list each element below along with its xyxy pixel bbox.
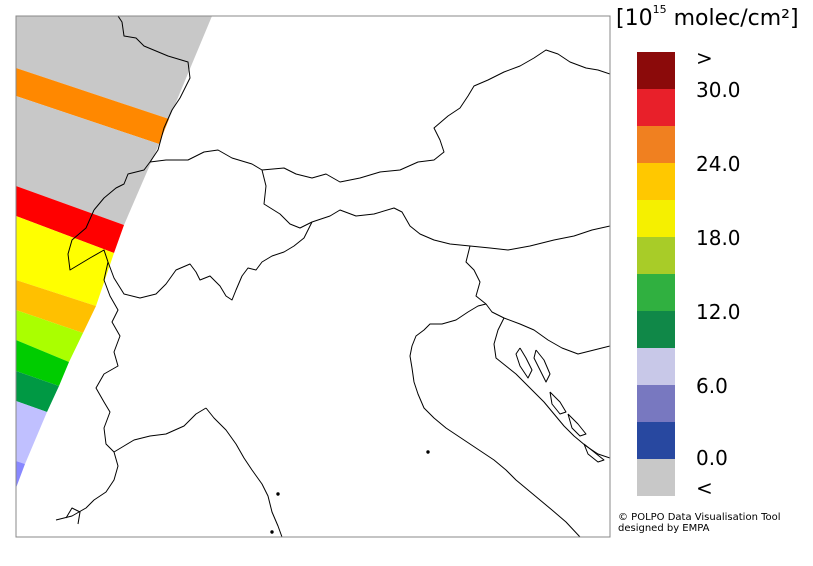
swath-band bbox=[16, 310, 83, 362]
island bbox=[549, 391, 567, 415]
island bbox=[276, 492, 280, 496]
border-line bbox=[55, 261, 121, 521]
legend-swatch bbox=[637, 385, 675, 422]
island bbox=[426, 450, 430, 454]
legend-swatch bbox=[637, 311, 675, 348]
swath-band bbox=[16, 371, 59, 412]
legend-label-12: 12.0 bbox=[696, 300, 741, 324]
island bbox=[270, 530, 274, 534]
swath-band bbox=[16, 216, 114, 306]
coastline bbox=[205, 407, 283, 537]
legend-swatch bbox=[637, 274, 675, 311]
border-line bbox=[93, 16, 191, 211]
island bbox=[515, 347, 533, 379]
island bbox=[533, 349, 551, 383]
swath-band bbox=[16, 280, 96, 333]
legend-title: [1015 molec/cm²] bbox=[616, 3, 799, 31]
swath-band bbox=[16, 461, 25, 488]
swath-band bbox=[16, 68, 169, 144]
legend-label-below: < bbox=[696, 476, 713, 500]
country-borders bbox=[55, 16, 610, 537]
island bbox=[65, 507, 81, 525]
legend-swatch bbox=[637, 89, 675, 126]
swath-band bbox=[16, 96, 159, 225]
swath-band bbox=[16, 16, 212, 119]
swath-band bbox=[16, 340, 69, 386]
credit-line-1: © POLPO Data Visualisation Tool bbox=[618, 512, 781, 523]
legend-label-above: > bbox=[696, 46, 713, 70]
legend-label-30: 30.0 bbox=[696, 78, 741, 102]
legend-swatch bbox=[637, 200, 675, 237]
legend-swatch bbox=[637, 163, 675, 200]
satellite-swath bbox=[16, 16, 212, 488]
coastline bbox=[409, 303, 581, 537]
legend-swatch bbox=[637, 422, 675, 459]
border-line bbox=[261, 169, 610, 251]
legend-swatch bbox=[637, 52, 675, 89]
map-border bbox=[15, 15, 611, 538]
legend-label-0: 0.0 bbox=[696, 446, 728, 470]
border-line bbox=[149, 49, 610, 183]
island bbox=[583, 443, 605, 463]
swath-band bbox=[16, 186, 124, 253]
legend-label-24: 24.0 bbox=[696, 152, 741, 176]
legend-label-6: 6.0 bbox=[696, 374, 728, 398]
island bbox=[567, 413, 587, 437]
legend-swatch bbox=[637, 126, 675, 163]
legend-swatch bbox=[637, 348, 675, 385]
coastline bbox=[113, 407, 207, 453]
legend-colorbar bbox=[637, 52, 675, 496]
coastline bbox=[493, 317, 610, 459]
legend-swatch bbox=[637, 459, 675, 496]
border-line bbox=[67, 209, 313, 301]
legend-label-18: 18.0 bbox=[696, 226, 741, 250]
swath-band bbox=[16, 401, 47, 464]
credit-line-2: designed by EMPA bbox=[618, 523, 710, 534]
legend-swatch bbox=[637, 237, 675, 274]
